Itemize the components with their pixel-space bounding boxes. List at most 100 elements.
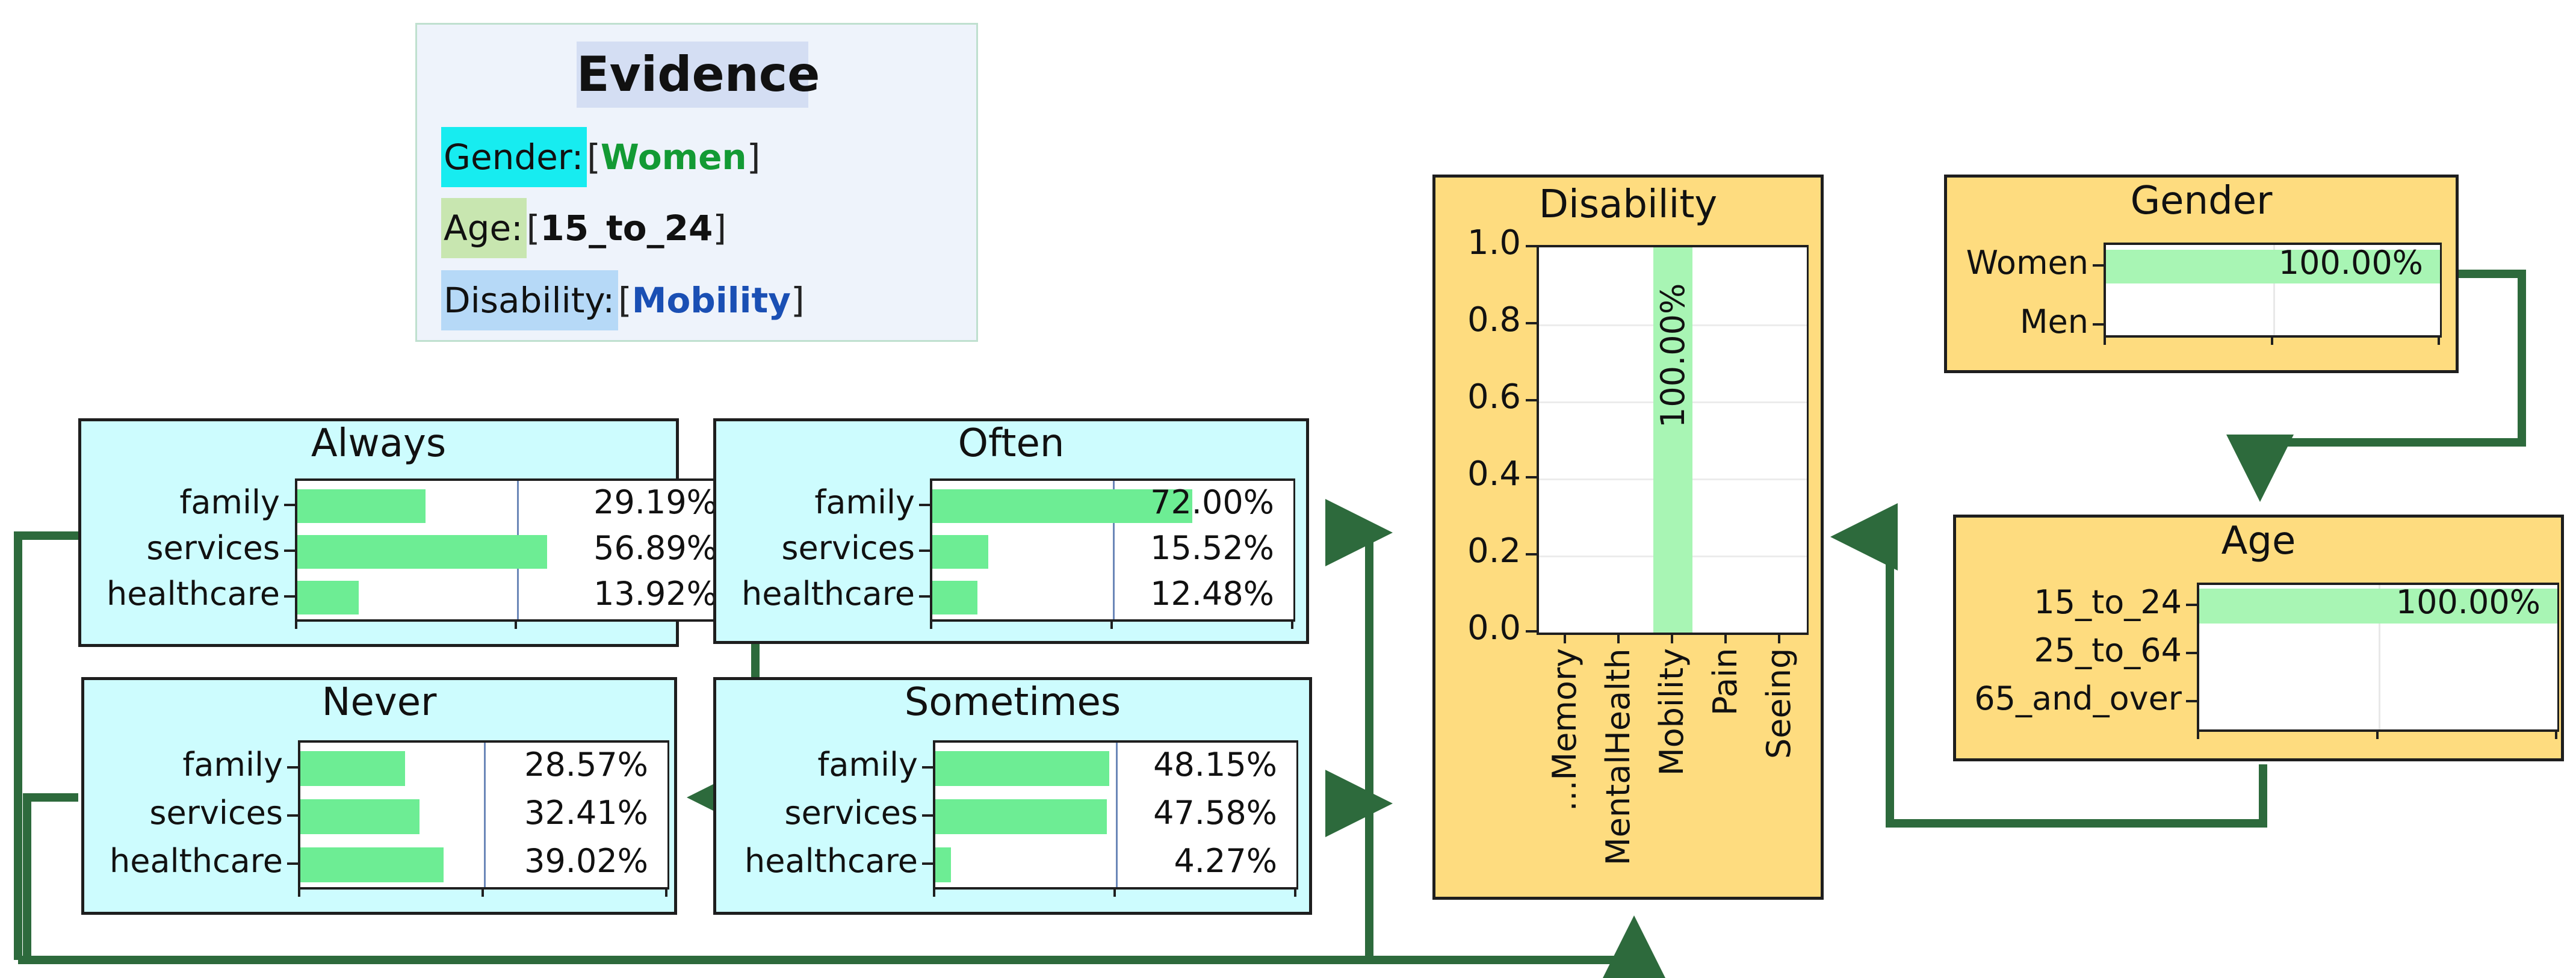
evidence-key: Age:	[441, 198, 527, 258]
node-gender[interactable]: Gender Women 100.00% Men	[1944, 175, 2459, 373]
node-always[interactable]: Always family 29.19% services 56.89% healthca…	[78, 418, 738, 647]
row-percent: 32.41%	[524, 794, 648, 832]
axis-tick	[298, 887, 300, 897]
bar-plot	[2197, 583, 2559, 732]
node-title: Sometimes	[904, 680, 1121, 725]
evidence-key: Disability:	[441, 270, 619, 330]
axis-tick	[919, 549, 930, 552]
row-percent: 4.27%	[1174, 842, 1277, 880]
bar-value-label: 100.00%	[1653, 283, 1692, 428]
row-label: 15_to_24	[2034, 583, 2182, 621]
row-label: healthcare	[110, 842, 283, 880]
y-tick-label: 0.0	[1467, 608, 1521, 648]
value-bar	[935, 799, 1107, 834]
axis-tick	[284, 595, 295, 598]
axis-tick	[287, 862, 298, 865]
axis-tick	[919, 595, 930, 598]
value-bar	[2199, 589, 2557, 624]
row-label: healthcare	[745, 842, 918, 880]
node-title: Often	[958, 421, 1065, 466]
midline	[484, 743, 486, 887]
value-bar	[300, 799, 420, 834]
axis-tick	[1291, 619, 1293, 629]
axis-tick	[933, 887, 935, 897]
evidence-key: Gender:	[441, 127, 587, 187]
row-label: healthcare	[107, 575, 280, 613]
node-never[interactable]: Never family 28.57% services 32.41% healthcar…	[81, 677, 677, 915]
axis-tick	[1526, 553, 1537, 556]
evidence-value: Women	[600, 137, 747, 178]
midline	[1113, 481, 1115, 619]
x-tick-label: ...Memory	[1545, 648, 1584, 811]
row-label: services	[781, 529, 915, 567]
bar-plot	[933, 740, 1298, 890]
axis-tick	[1526, 476, 1537, 478]
row-percent: 12.48%	[1150, 575, 1274, 613]
row-label: services	[784, 794, 918, 832]
bar-plot	[298, 740, 669, 890]
row-label: family	[182, 746, 283, 784]
value-bar	[300, 847, 444, 882]
row-label: family	[817, 746, 918, 784]
evidence-panel: Evidence Gender: [Women] Age: [15_to_24] D…	[415, 23, 978, 342]
x-tick-label: MentalHealth	[1599, 648, 1637, 865]
axis-tick	[287, 766, 298, 769]
axis-tick	[1526, 322, 1537, 324]
axis-tick	[2093, 323, 2104, 326]
axis-tick	[1526, 630, 1537, 633]
row-percent: 28.57%	[524, 746, 648, 784]
axis-tick	[1294, 887, 1296, 897]
axis-tick	[2438, 335, 2440, 345]
node-sometimes[interactable]: Sometimes family 48.15% services 47.58% healt…	[713, 677, 1312, 915]
axis-tick	[1113, 887, 1116, 897]
value-bar	[932, 535, 989, 569]
node-title: Never	[321, 680, 437, 725]
axis-tick	[2093, 264, 2104, 267]
row-percent: 39.02%	[524, 842, 648, 880]
value-bar	[2106, 250, 2440, 283]
axis-tick	[2186, 700, 2197, 702]
axis-tick	[287, 814, 298, 817]
row-percent: 100.00%	[2395, 583, 2540, 621]
node-often[interactable]: Often family 72.00% services 15.52% healthcar…	[713, 418, 1309, 644]
node-age[interactable]: Age 15_to_24 100.00% 25_to_64 65_and_over	[1953, 515, 2564, 761]
row-percent: 47.58%	[1153, 794, 1277, 832]
arrow-gender-to-age	[2226, 270, 2526, 502]
axis-tick	[481, 887, 484, 897]
node-disability[interactable]: Disability 100.00% 0.0 0.2 0.4 0.6 0.8 1.0...…	[1432, 175, 1824, 900]
row-percent: 48.15%	[1153, 746, 1277, 784]
arrow-age-to-disability	[1830, 503, 2267, 828]
row-label: 25_to_64	[2034, 631, 2182, 669]
x-tick-label: Mobility	[1652, 648, 1691, 776]
row-label: Women	[1966, 244, 2088, 282]
node-title: Age	[2221, 519, 2296, 563]
row-label: family	[814, 483, 915, 521]
y-tick-label: 0.8	[1467, 300, 1521, 339]
axis-tick	[2376, 729, 2379, 739]
axis-tick	[1110, 619, 1113, 629]
gridline	[2378, 585, 2380, 729]
axis-tick	[2186, 604, 2197, 606]
x-tick-label: Pain	[1706, 648, 1744, 716]
value-bar	[932, 489, 1192, 523]
node-title: Gender	[2130, 179, 2273, 223]
axis-tick	[922, 862, 933, 865]
axis-tick	[295, 619, 297, 629]
row-label: 65_and_over	[1974, 679, 2182, 717]
node-title: Always	[311, 421, 447, 466]
axis-tick	[2197, 729, 2199, 739]
bus-left	[14, 531, 78, 960]
axis-tick	[1526, 399, 1537, 401]
row-label: family	[179, 483, 280, 521]
row-label: services	[146, 529, 280, 567]
row-label: services	[149, 794, 283, 832]
axis-tick	[2104, 335, 2106, 345]
axis-tick	[2186, 652, 2197, 654]
midline	[1116, 743, 1118, 887]
value-bar	[935, 751, 1109, 786]
value-bar	[297, 581, 359, 614]
row-percent: 100.00%	[2278, 244, 2423, 282]
row-label: Men	[2019, 303, 2088, 341]
bus-left-never	[23, 793, 78, 960]
